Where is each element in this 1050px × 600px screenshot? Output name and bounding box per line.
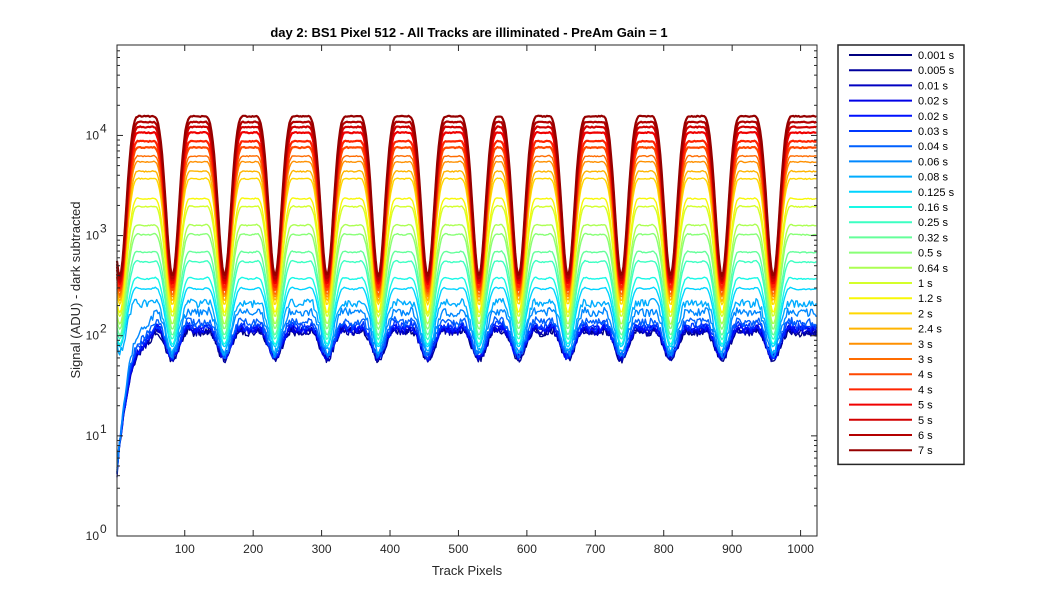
series-line-11 xyxy=(116,276,817,346)
legend-label: 0.08 s xyxy=(918,172,948,184)
legend-label: 0.5 s xyxy=(918,248,942,260)
legend-label: 2.4 s xyxy=(918,324,942,336)
legend-label: 2 s xyxy=(918,308,933,320)
legend-label: 0.32 s xyxy=(918,232,948,244)
y-tick-label: 10 xyxy=(86,229,100,243)
y-tick-label: 10 xyxy=(86,329,100,343)
x-tick-label: 1000 xyxy=(787,542,814,556)
legend-label: 0.06 s xyxy=(918,156,948,168)
y-tick-exponent: 4 xyxy=(100,121,107,135)
x-axis-label: Track Pixels xyxy=(432,563,503,578)
series-line-27 xyxy=(115,114,817,278)
legend-label: 5 s xyxy=(918,415,933,427)
series-line-9 xyxy=(116,297,817,356)
series-line-13 xyxy=(116,250,817,336)
legend-label: 7 s xyxy=(918,445,933,457)
legend-label: 0.125 s xyxy=(918,187,955,199)
x-tick-label: 300 xyxy=(312,542,332,556)
legend-label: 5 s xyxy=(918,400,933,412)
y-tick-exponent: 2 xyxy=(100,322,107,336)
y-tick-label: 10 xyxy=(86,529,100,543)
legend-label: 0.25 s xyxy=(918,217,948,229)
x-tick-label: 100 xyxy=(175,542,195,556)
series-layer xyxy=(115,114,817,478)
legend-label: 0.005 s xyxy=(918,65,955,77)
legend-label: 3 s xyxy=(918,339,933,351)
legend-box xyxy=(837,44,965,466)
y-tick-label: 10 xyxy=(86,429,100,443)
y-tick-exponent: 0 xyxy=(100,522,107,536)
axes-box xyxy=(116,44,818,537)
y-tick-exponent: 3 xyxy=(100,222,107,236)
x-tick-label: 200 xyxy=(243,542,263,556)
legend-label: 1.2 s xyxy=(918,293,942,305)
x-tick-label: 700 xyxy=(585,542,605,556)
x-tick-label: 900 xyxy=(722,542,742,556)
legend-label: 0.02 s xyxy=(918,111,948,123)
legend-label: 6 s xyxy=(918,430,933,442)
series-line-17 xyxy=(116,197,817,314)
legend-label: 0.01 s xyxy=(918,80,948,92)
legend-label: 3 s xyxy=(918,354,933,366)
series-line-6 xyxy=(116,319,817,475)
series-line-8 xyxy=(116,306,817,472)
legend-label: 0.64 s xyxy=(918,263,948,275)
y-tick-exponent: 1 xyxy=(100,422,107,436)
legend-label: 0.001 s xyxy=(918,50,955,62)
x-tick-label: 400 xyxy=(380,542,400,556)
legend-label: 0.16 s xyxy=(918,202,948,214)
legend-label: 4 s xyxy=(918,384,933,396)
series-line-12 xyxy=(116,259,817,341)
legend-label: 4 s xyxy=(918,369,933,381)
series-line-15 xyxy=(116,223,817,325)
series-line-7 xyxy=(116,316,817,469)
legend-label: 0.03 s xyxy=(918,126,948,138)
legend-label: 0.04 s xyxy=(918,141,948,153)
legend: 0.001 s 0.005 s 0.01 s 0.02 s 0.02 s 0.03 s 0.… xyxy=(837,44,965,466)
series-line-10 xyxy=(116,286,817,348)
chart-title: day 2: BS1 Pixel 512 - All Tracks are il… xyxy=(270,25,667,40)
y-axis-label: Signal (ADU) - dark subtracted xyxy=(68,201,83,378)
x-tick-label: 600 xyxy=(517,542,537,556)
y-tick-label: 10 xyxy=(86,128,100,142)
legend-label: 0.02 s xyxy=(918,96,948,108)
series-line-14 xyxy=(116,232,817,331)
legend-label: 1 s xyxy=(918,278,933,290)
x-tick-label: 800 xyxy=(654,542,674,556)
x-tick-label: 500 xyxy=(448,542,468,556)
